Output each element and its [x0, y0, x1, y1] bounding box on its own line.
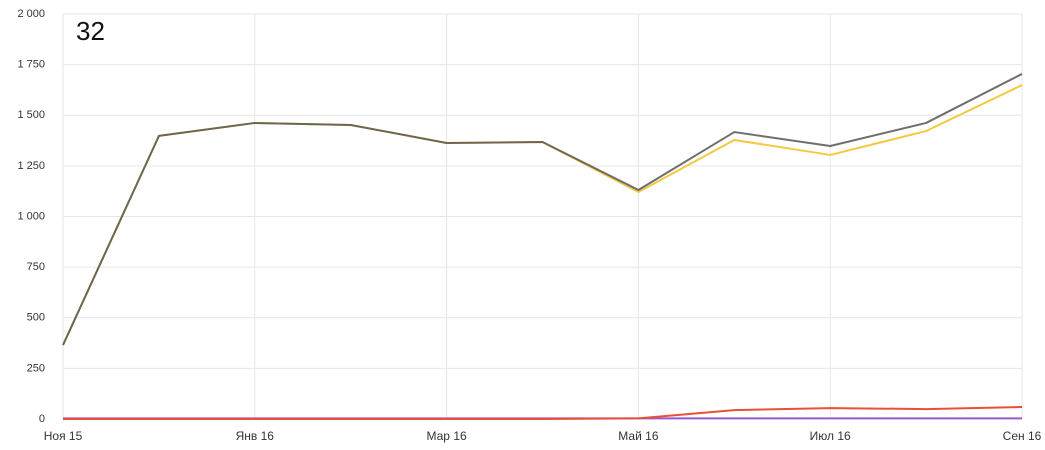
y-tick-label: 1 250 — [17, 160, 45, 172]
y-tick-label: 750 — [27, 261, 45, 273]
x-tick-label: Мар 16 — [427, 429, 467, 443]
x-tick-label: Ноя 15 — [44, 429, 83, 443]
x-tick-label: Май 16 — [618, 429, 659, 443]
y-tick-label: 0 — [39, 413, 45, 425]
x-tick-label: Июл 16 — [810, 429, 851, 443]
series-line — [62, 84, 1023, 346]
y-tick-label: 2 000 — [17, 8, 45, 20]
y-tick-label: 1 750 — [17, 59, 45, 71]
y-tick-label: 500 — [27, 312, 45, 324]
y-tick-label: 1 500 — [17, 109, 45, 121]
annotation: 32 — [76, 16, 105, 46]
y-tick-label: 250 — [27, 362, 45, 374]
series-line — [63, 406, 1023, 420]
x-tick-label: Янв 16 — [236, 429, 275, 443]
y-tick-label: 1 000 — [17, 210, 45, 222]
series-line — [62, 73, 1023, 346]
x-tick-label: Сен 16 — [1003, 429, 1042, 443]
